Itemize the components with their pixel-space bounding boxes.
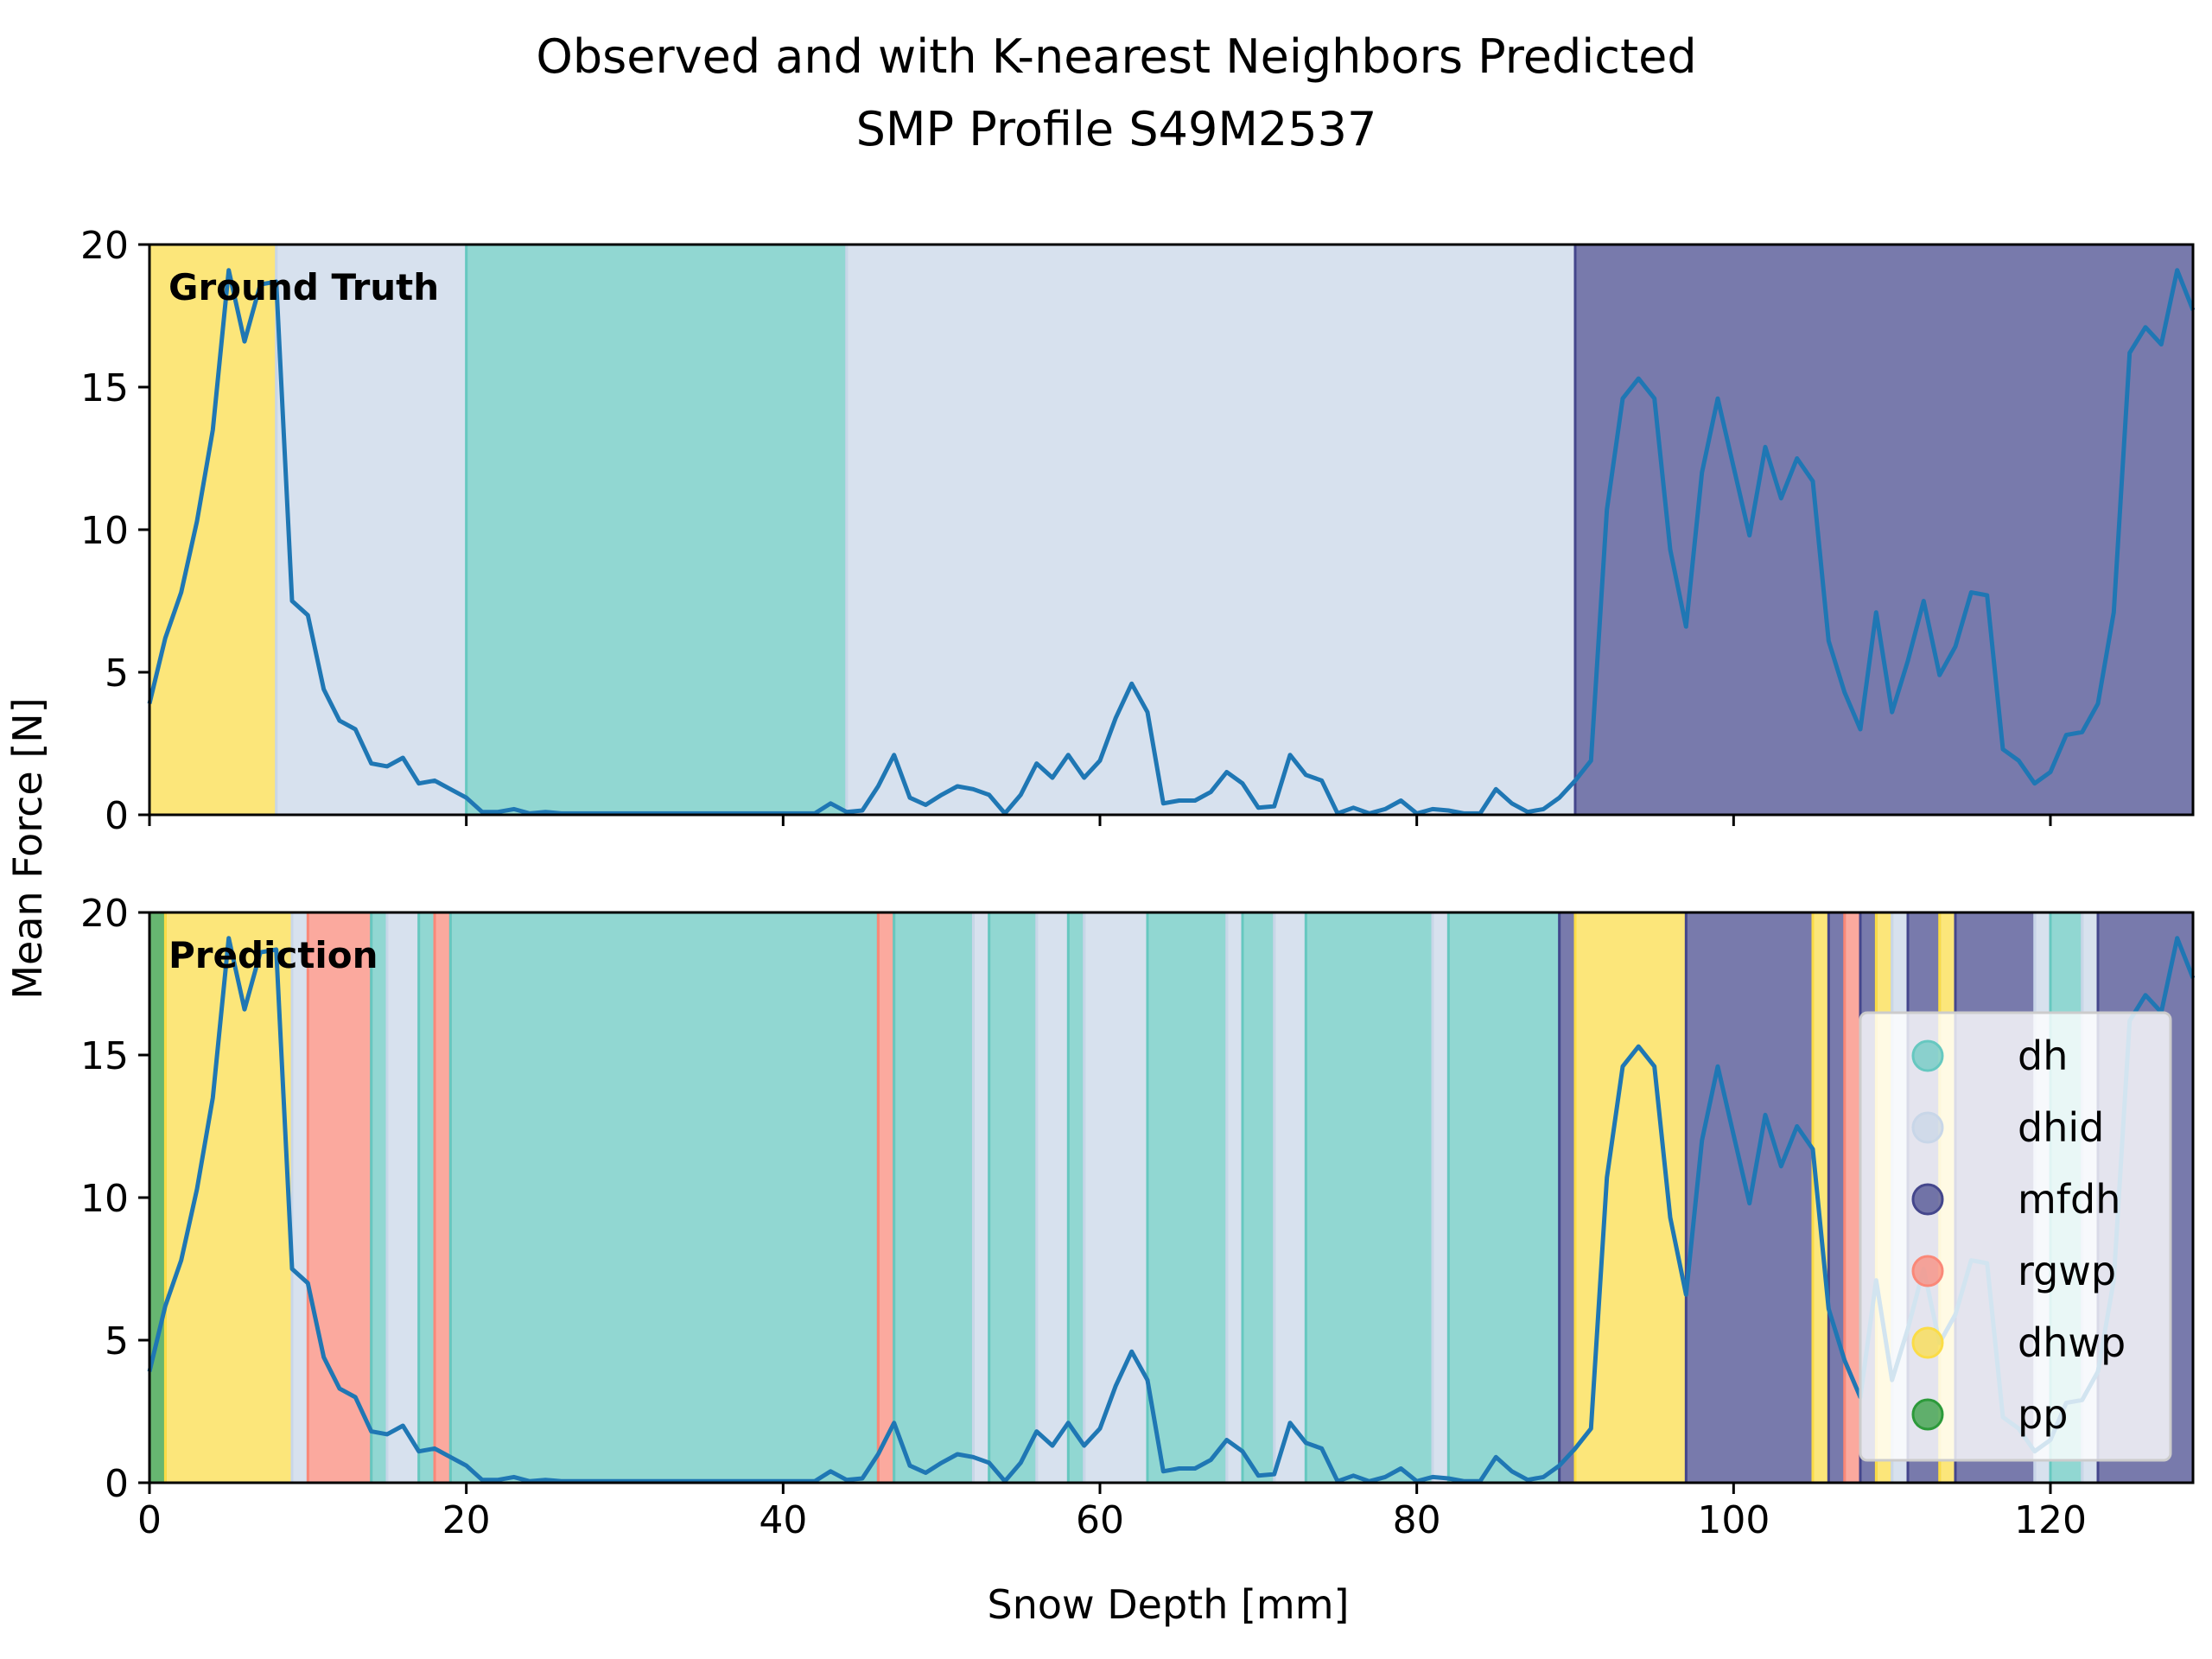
x-tick-label: 80 xyxy=(1393,1498,1441,1542)
y-tick-label: 0 xyxy=(105,794,129,838)
segment-dh xyxy=(1241,911,1276,1484)
segment-mfdh xyxy=(1827,911,1847,1484)
segment-dhid xyxy=(385,911,421,1484)
segment-dhwp xyxy=(148,243,278,817)
segment-dh xyxy=(1304,911,1434,1484)
panel-label: Prediction xyxy=(168,934,378,976)
segment-rgwp xyxy=(1843,911,1862,1484)
legend-marker-dh xyxy=(1911,1039,1944,1072)
segment-dh xyxy=(1446,911,1561,1484)
segment-rgwp xyxy=(306,911,373,1484)
y-tick-label: 5 xyxy=(105,652,129,696)
legend-label-dhid: dhid xyxy=(2018,1104,2104,1151)
legend-label-dh: dh xyxy=(2018,1033,2068,1079)
legend-marker-dhid xyxy=(1911,1111,1944,1144)
y-tick-label: 10 xyxy=(80,1177,129,1221)
x-tick-label: 40 xyxy=(759,1498,807,1542)
legend-marker-pp xyxy=(1911,1398,1944,1431)
segment-dhid xyxy=(290,911,309,1484)
legend-label-pp: pp xyxy=(2018,1391,2068,1438)
segment-dhid xyxy=(845,243,1577,817)
segment-dh xyxy=(893,911,975,1484)
y-tick-label: 10 xyxy=(80,509,129,553)
y-tick-label: 0 xyxy=(105,1462,129,1506)
segment-mfdh xyxy=(1558,911,1577,1484)
x-tick-label: 20 xyxy=(442,1498,491,1542)
x-tick-label: 120 xyxy=(2014,1498,2087,1542)
legend-marker-rgwp xyxy=(1911,1255,1944,1287)
segment-rgwp xyxy=(876,911,896,1484)
segment-dh xyxy=(1146,911,1229,1484)
segment-dh xyxy=(370,911,389,1484)
segment-dhid xyxy=(275,243,468,817)
y-tick-label: 5 xyxy=(105,1319,129,1363)
segment-dh xyxy=(448,911,880,1484)
segment-dhwp xyxy=(1811,911,1830,1484)
panel-ground-truth: 0 5 10 15 20 Ground Truth xyxy=(80,224,2196,838)
segment-dhid xyxy=(1431,911,1450,1484)
chart-title-line2: SMP Profile S49M2537 xyxy=(856,102,1377,156)
force-line xyxy=(147,936,2196,1484)
panel-label: Ground Truth xyxy=(168,266,439,308)
y-tick-label: 20 xyxy=(80,892,129,936)
segment-rgwp xyxy=(433,911,452,1484)
segment-dh xyxy=(417,911,436,1484)
y-tick-label: 15 xyxy=(80,1034,129,1078)
force-line xyxy=(147,268,2196,816)
segment-dhwp xyxy=(163,911,294,1484)
segment-pp xyxy=(148,911,167,1484)
legend-marker-mfdh xyxy=(1911,1183,1944,1216)
segment-dh xyxy=(988,911,1039,1484)
x-tick-label: 0 xyxy=(137,1498,162,1542)
chart-title-line1: Observed and with K-nearest Neighbors Pr… xyxy=(536,29,1696,84)
y-tick-label: 20 xyxy=(80,224,129,268)
legend-label-mfdh: mfdh xyxy=(2018,1176,2120,1223)
legend: dh dhid mfdh rgwp dhwp pp xyxy=(1859,1011,2172,1462)
legend-box xyxy=(1859,1011,2172,1462)
x-tick-label: 100 xyxy=(1697,1498,1770,1542)
legend-label-dhwp: dhwp xyxy=(2018,1319,2126,1366)
x-axis-label: Snow Depth [mm] xyxy=(988,1581,1350,1628)
y-axis-label: Mean Force [N] xyxy=(4,697,51,999)
segment-dhid xyxy=(1273,911,1307,1484)
segment-dhid xyxy=(1083,911,1149,1484)
segment-dh xyxy=(1066,911,1086,1484)
legend-label-rgwp: rgwp xyxy=(2018,1248,2116,1294)
x-tick-label: 60 xyxy=(1076,1498,1124,1542)
segment-dhid xyxy=(1225,911,1244,1484)
legend-marker-dhwp xyxy=(1911,1326,1944,1359)
segment-dhid xyxy=(1035,911,1070,1484)
segment-dhid xyxy=(971,911,991,1484)
y-tick-label: 15 xyxy=(80,366,129,410)
segment-dh xyxy=(465,243,849,817)
